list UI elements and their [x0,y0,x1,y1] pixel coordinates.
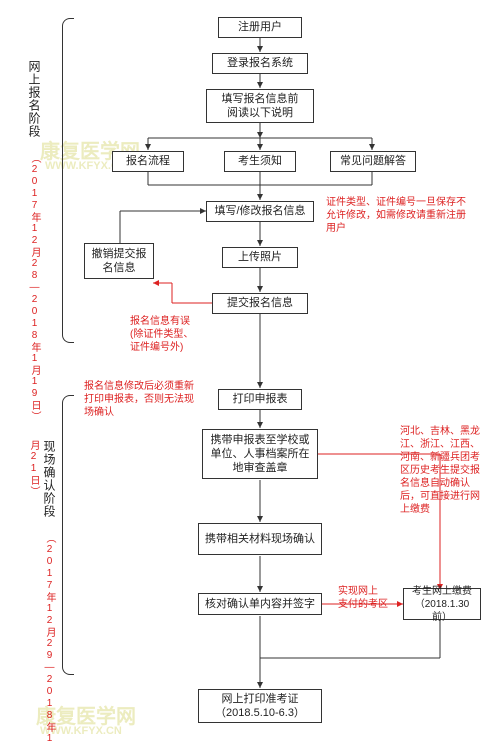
node-register: 注册用户 [218,17,302,38]
node-faq: 常见问题解答 [330,151,416,172]
node-online-pay: 考生网上缴费 （2018.1.30前） [403,588,481,620]
note-reprint: 报名信息修改后必须重新打印申报表，否则无法现场确认 [84,380,202,419]
stage-online-label: 网上报名阶段 （2017年12月28—2018年1月19日） [26,60,43,422]
node-candidate-notice: 考生须知 [224,151,296,172]
node-fill-info: 填写/修改报名信息 [206,201,314,222]
stage-onsite-text: 现场确认阶段 [42,440,56,518]
stage-onsite-label: 现场确认阶段 （2017年12月29—2018年1月21日） [26,440,58,751]
node-submit: 提交报名信息 [212,293,308,314]
node-upload-photo: 上传照片 [222,247,298,268]
node-process: 报名流程 [112,151,184,172]
note-info-error: 报名信息有误 (除证件类型、 证件编号外) [130,315,220,354]
node-print-form: 打印申报表 [218,389,302,410]
stage-online-text: 网上报名阶段 [27,60,41,138]
bracket-online [62,18,74,343]
node-print-ticket: 网上打印准考证 （2018.5.10-6.3） [198,689,322,723]
node-read-notice: 填写报名信息前 阅读以下说明 [206,89,314,123]
node-cancel-submit: 撤销提交报名信息 [84,243,154,279]
note-provinces: 河北、吉林、黑龙江、浙江、江西、河南、新疆兵团考区历史考生提交报名信息自动确认后… [400,425,486,516]
bracket-onsite [62,395,74,675]
node-onsite-confirm: 携带相关材料现场确认 [198,523,322,555]
note-online-pay: 实现网上 支付的考区 [338,585,400,611]
node-login: 登录报名系统 [212,53,308,74]
stage-online-date: （2017年12月28—2018年1月19日） [29,153,40,422]
node-bring-form: 携带申报表至学校或单位、人事档案所在地审查盖章 [202,429,318,479]
node-sign: 核对确认单内容并签字 [198,593,322,615]
note-id-type: 证件类型、证件编号一旦保存不允许修改，如需修改请重新注册用户 [326,196,466,235]
